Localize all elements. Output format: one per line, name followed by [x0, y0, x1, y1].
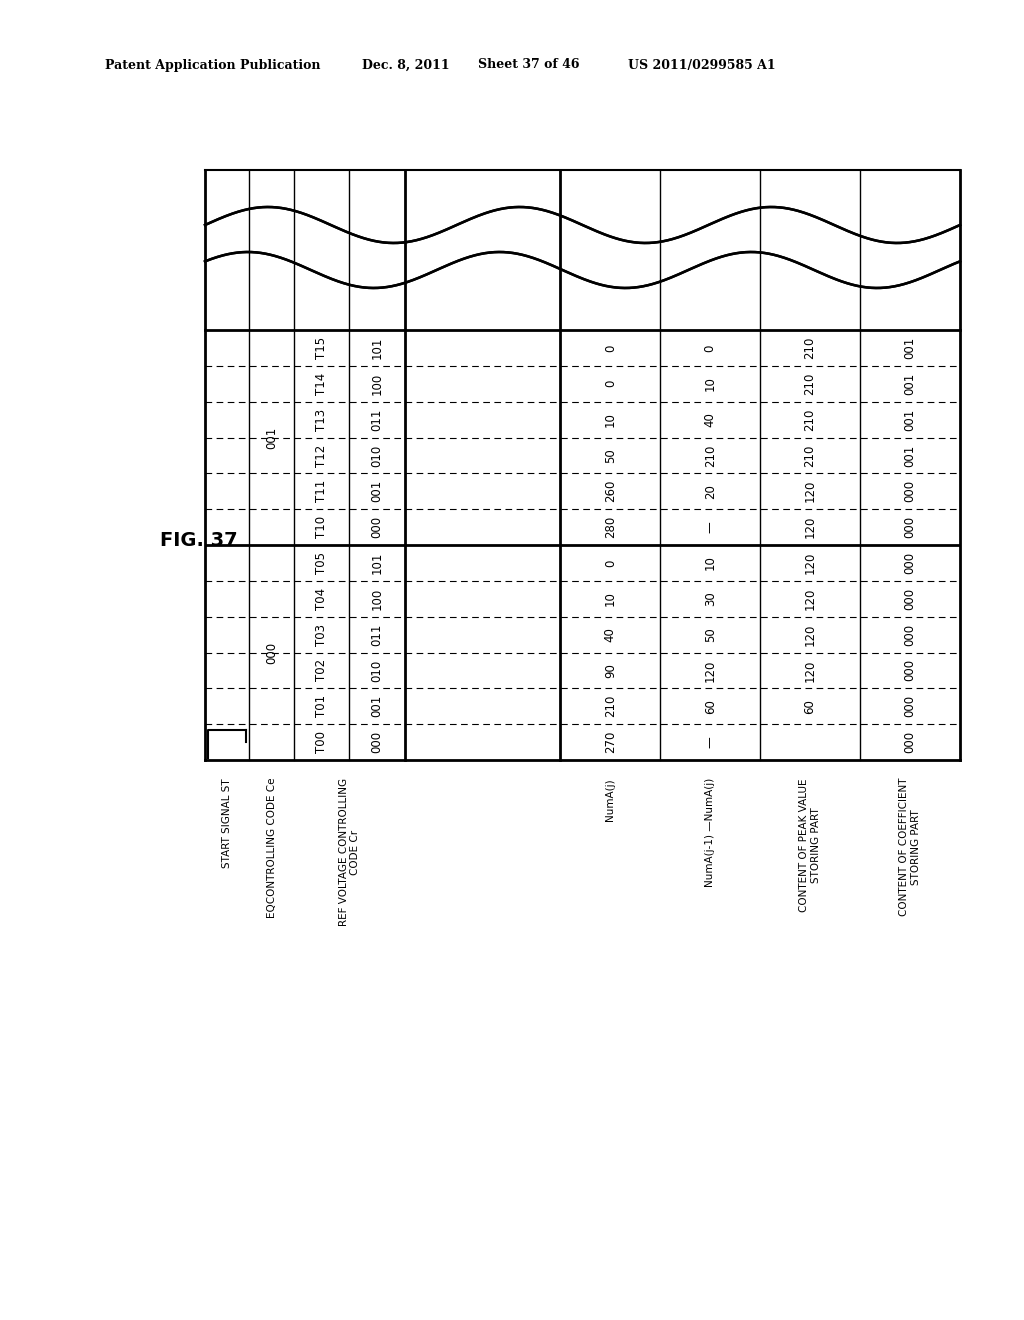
Text: 10: 10: [604, 591, 616, 606]
Text: START SIGNAL ST: START SIGNAL ST: [222, 777, 232, 867]
Text: 000: 000: [903, 623, 916, 645]
Text: 280: 280: [604, 516, 616, 539]
Text: T02: T02: [315, 660, 328, 681]
Text: 000: 000: [371, 516, 384, 539]
Text: NumA(j): NumA(j): [605, 777, 615, 821]
Text: —: —: [703, 737, 717, 748]
Text: 120: 120: [804, 480, 816, 503]
Text: 50: 50: [703, 627, 717, 642]
Text: 120: 120: [804, 659, 816, 681]
Text: 90: 90: [604, 663, 616, 678]
Text: 001: 001: [903, 408, 916, 430]
Text: 001: 001: [903, 445, 916, 466]
Text: NumA(j-1) —NumA(j): NumA(j-1) —NumA(j): [706, 777, 715, 887]
Text: T10: T10: [315, 516, 328, 539]
Text: 000: 000: [903, 480, 916, 503]
Text: 100: 100: [371, 587, 384, 610]
Text: 210: 210: [804, 372, 816, 395]
Text: 000: 000: [903, 516, 916, 539]
Text: 60: 60: [804, 698, 816, 714]
Text: 120: 120: [804, 516, 816, 539]
Text: 001: 001: [903, 337, 916, 359]
Text: 010: 010: [371, 445, 384, 466]
Text: 0: 0: [604, 560, 616, 566]
Text: 011: 011: [371, 623, 384, 645]
Text: —: —: [703, 521, 717, 533]
Text: 001: 001: [371, 480, 384, 503]
Text: T04: T04: [315, 587, 328, 610]
Text: 010: 010: [371, 659, 384, 681]
Text: 10: 10: [604, 412, 616, 428]
Text: T01: T01: [315, 696, 328, 717]
Text: 210: 210: [804, 337, 816, 359]
Text: Patent Application Publication: Patent Application Publication: [105, 58, 321, 71]
Text: 000: 000: [903, 696, 916, 717]
Text: T03: T03: [315, 623, 328, 645]
Text: Sheet 37 of 46: Sheet 37 of 46: [478, 58, 580, 71]
Text: 101: 101: [371, 552, 384, 574]
Text: 000: 000: [903, 552, 916, 574]
Text: 20: 20: [703, 484, 717, 499]
Text: T00: T00: [315, 731, 328, 754]
Text: 120: 120: [703, 659, 717, 681]
Text: 101: 101: [371, 337, 384, 359]
Bar: [205, 170, 961, 330]
Text: T11: T11: [315, 480, 328, 503]
Text: 000: 000: [265, 642, 279, 664]
Text: 001: 001: [265, 426, 279, 449]
Text: 210: 210: [804, 408, 816, 430]
Text: 210: 210: [604, 696, 616, 718]
Text: Dec. 8, 2011: Dec. 8, 2011: [362, 58, 450, 71]
Text: 000: 000: [903, 660, 916, 681]
Text: 210: 210: [804, 445, 816, 466]
Text: T15: T15: [315, 337, 328, 359]
Text: T13: T13: [315, 408, 328, 430]
Text: FIG. 37: FIG. 37: [160, 531, 238, 549]
Text: 210: 210: [703, 445, 717, 466]
Text: REF VOLTAGE CONTROLLING
CODE Cr: REF VOLTAGE CONTROLLING CODE Cr: [339, 777, 360, 927]
Text: EQCONTROLLING CODE Ce: EQCONTROLLING CODE Ce: [266, 777, 276, 919]
Text: 50: 50: [604, 447, 616, 463]
Text: 0: 0: [604, 380, 616, 388]
Text: 001: 001: [903, 372, 916, 395]
Text: 100: 100: [371, 372, 384, 395]
Text: 10: 10: [703, 376, 717, 391]
Text: 001: 001: [371, 696, 384, 717]
Text: 000: 000: [903, 587, 916, 610]
Text: T14: T14: [315, 372, 328, 395]
Text: 120: 120: [804, 552, 816, 574]
Text: T12: T12: [315, 445, 328, 466]
Text: 120: 120: [804, 587, 816, 610]
Text: 000: 000: [371, 731, 384, 754]
Text: 011: 011: [371, 408, 384, 430]
Text: 60: 60: [703, 698, 717, 714]
Text: 0: 0: [604, 345, 616, 351]
Text: 0: 0: [703, 345, 717, 351]
Text: CONTENT OF PEAK VALUE
STORING PART: CONTENT OF PEAK VALUE STORING PART: [800, 777, 821, 912]
Text: 10: 10: [703, 556, 717, 570]
Text: T05: T05: [315, 552, 328, 574]
Text: US 2011/0299585 A1: US 2011/0299585 A1: [628, 58, 775, 71]
Text: 000: 000: [903, 731, 916, 754]
Text: 30: 30: [703, 591, 717, 606]
Text: 120: 120: [804, 623, 816, 645]
Text: 270: 270: [604, 731, 616, 754]
Text: 40: 40: [604, 627, 616, 642]
Text: 40: 40: [703, 412, 717, 428]
Text: CONTENT OF COEFFICIENT
STORING PART: CONTENT OF COEFFICIENT STORING PART: [899, 777, 921, 916]
Text: 260: 260: [604, 480, 616, 503]
